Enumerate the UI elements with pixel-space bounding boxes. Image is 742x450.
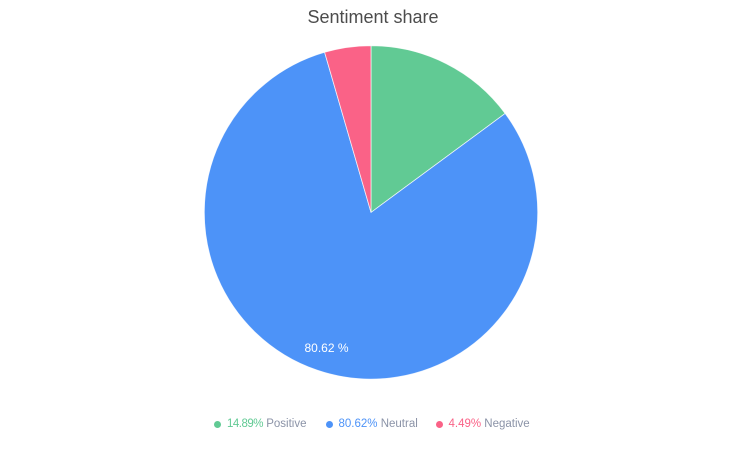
svg-text:80.62 %: 80.62 % [304, 341, 348, 355]
